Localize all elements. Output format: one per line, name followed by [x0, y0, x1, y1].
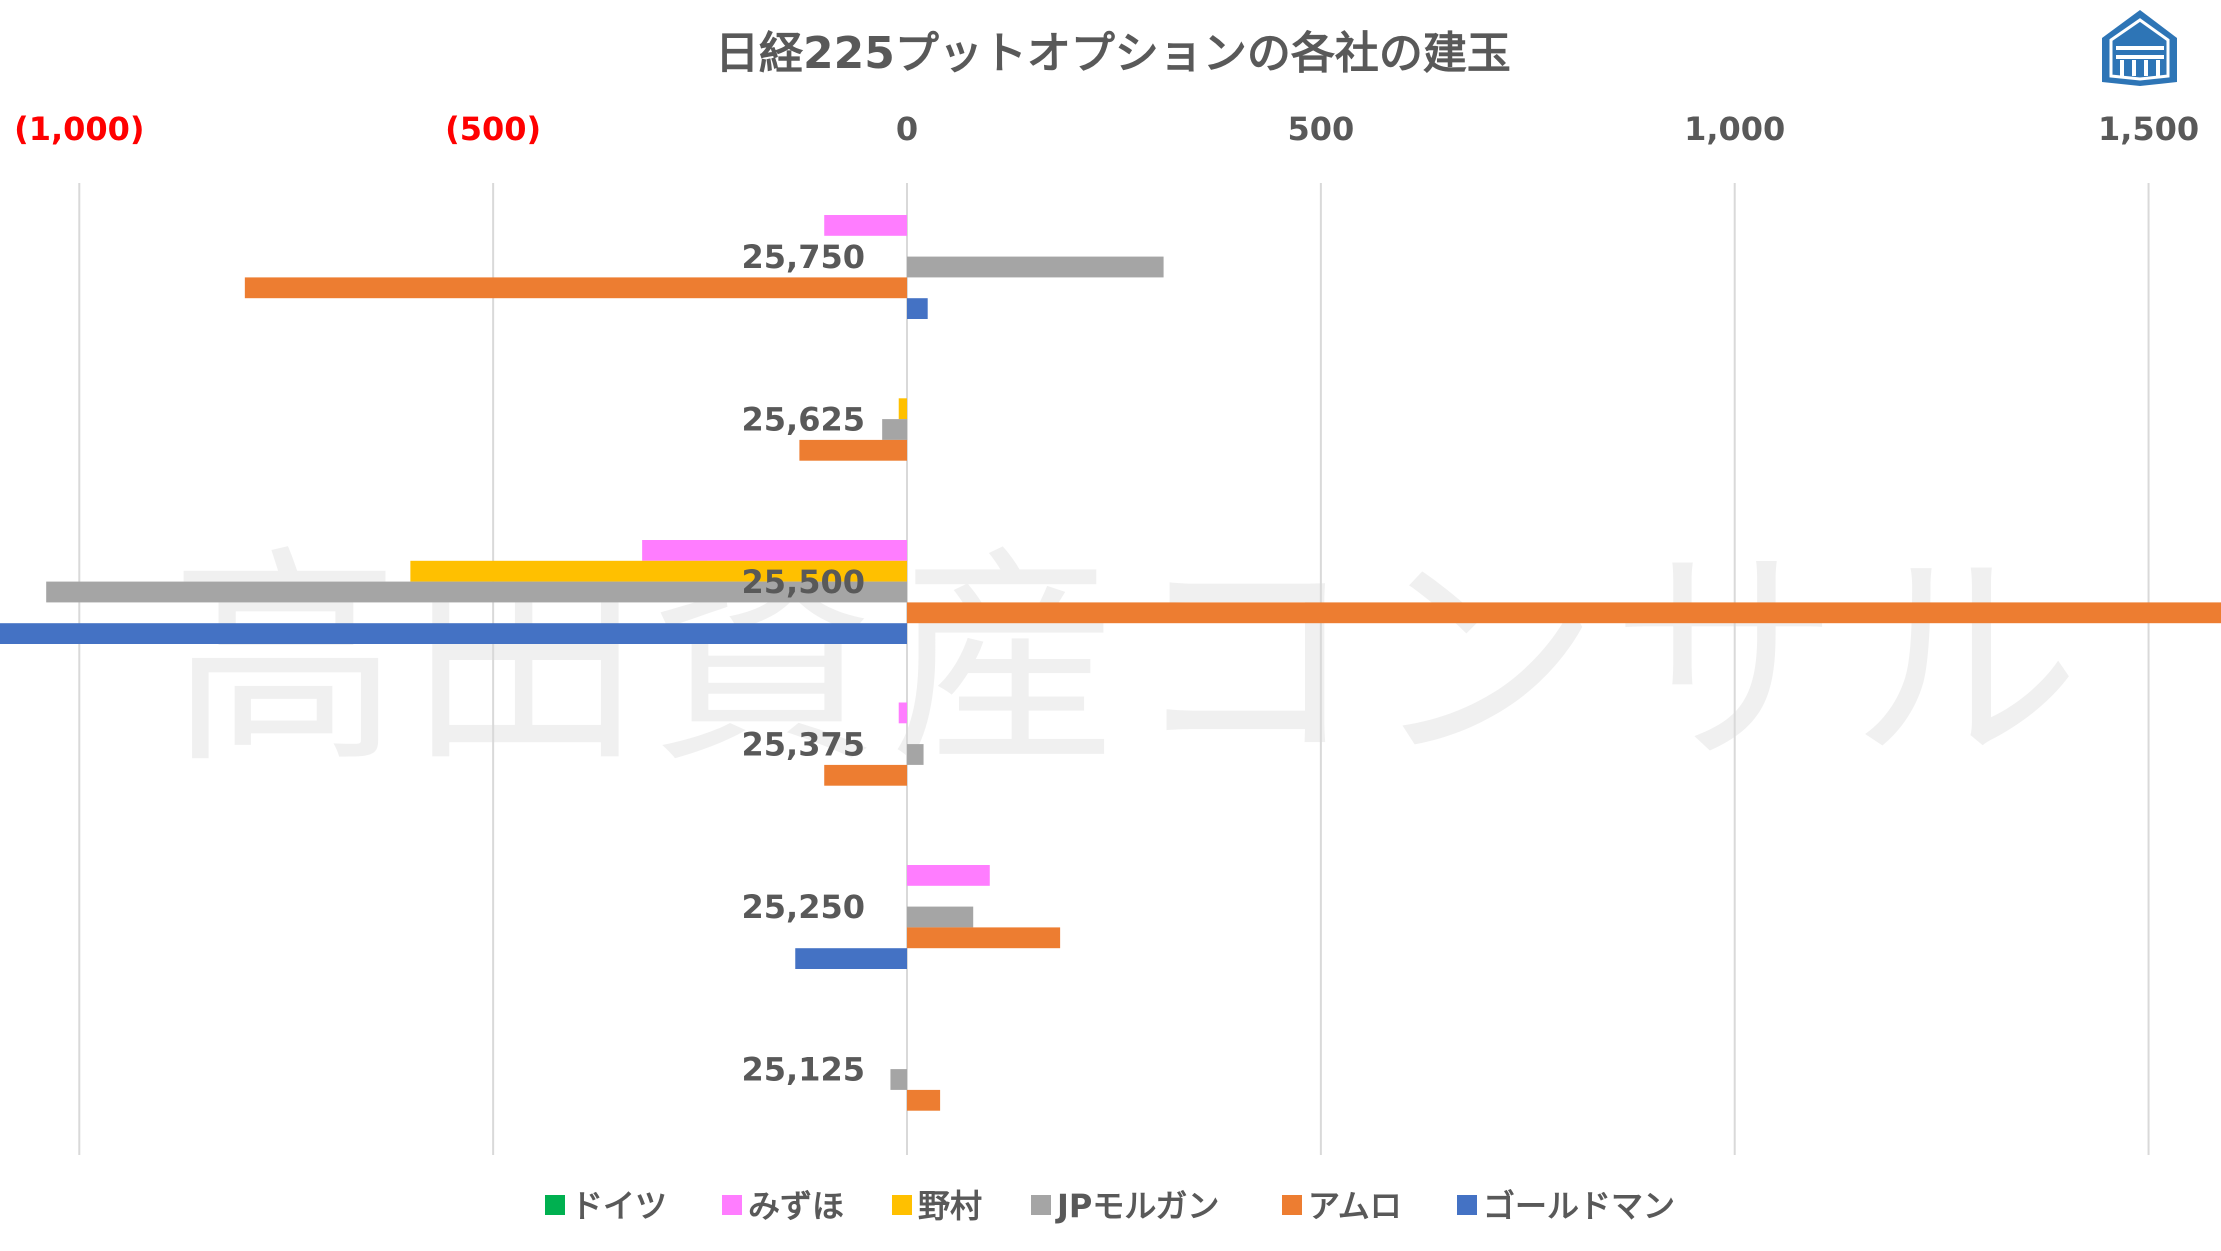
- x-axis-tick-labels: (2,000)(1,500)(1,000)(500)05001,0001,500…: [14, 110, 2199, 148]
- legend-swatch: [722, 1195, 742, 1215]
- bar: [907, 298, 928, 319]
- category-labels: 25,750 25,625 25,500 25,375 25,250 25,125: [742, 238, 865, 1089]
- bar: [410, 560, 907, 582]
- company-logo-icon: [2102, 10, 2177, 86]
- category-label: 25,250: [742, 888, 865, 926]
- bar: [907, 744, 924, 765]
- bar: [890, 1069, 907, 1090]
- category-label: 25,125: [742, 1051, 865, 1089]
- category-label: 25,375: [742, 726, 865, 764]
- x-tick-label: (1,000): [14, 110, 144, 148]
- bar: [244, 277, 908, 299]
- category-label: 25,750: [742, 238, 865, 276]
- bar: [0, 623, 907, 644]
- legend-swatch: [545, 1195, 565, 1215]
- bar: [824, 215, 907, 236]
- bar: [882, 419, 907, 440]
- legend-label: ドイツ: [571, 1187, 667, 1225]
- category-label: 25,625: [742, 401, 865, 439]
- x-tick-label: (500): [445, 110, 541, 148]
- legend: ドイツ みずほ 野村 JPモルガン アムロ ゴールドマン: [545, 1187, 1675, 1225]
- bars: [0, 215, 2221, 1111]
- legend-swatch: [892, 1195, 912, 1215]
- bar: [799, 439, 907, 461]
- x-tick-label: 0: [896, 110, 918, 148]
- x-tick-label: 500: [1287, 110, 1354, 148]
- bar: [907, 927, 1061, 949]
- legend-swatch: [1282, 1195, 1302, 1215]
- legend-label: みずほ: [748, 1187, 844, 1225]
- chart-title: 日経225プットオプションの各社の建玉: [715, 28, 1511, 79]
- legend-swatch: [1457, 1195, 1477, 1215]
- legend-label: アムロ: [1308, 1187, 1402, 1225]
- bar: [907, 602, 2221, 624]
- gridlines: [78, 183, 2150, 1155]
- bar: [46, 581, 907, 603]
- legend-label: JPモルガン: [1055, 1187, 1219, 1225]
- bar: [907, 256, 1164, 278]
- bar: [907, 865, 990, 886]
- bar: [907, 1089, 941, 1111]
- bar: [898, 398, 907, 420]
- bar: [907, 906, 974, 928]
- x-tick-label: 1,000: [1684, 110, 1785, 148]
- bar: [824, 764, 907, 786]
- bar: [898, 702, 907, 724]
- legend-label: ゴールドマン: [1483, 1187, 1675, 1225]
- category-label: 25,500: [742, 563, 865, 601]
- legend-label: 野村: [918, 1187, 982, 1225]
- bar: [642, 540, 907, 561]
- legend-swatch: [1031, 1195, 1051, 1215]
- x-tick-label: 1,500: [2098, 110, 2199, 148]
- bar: [795, 948, 907, 969]
